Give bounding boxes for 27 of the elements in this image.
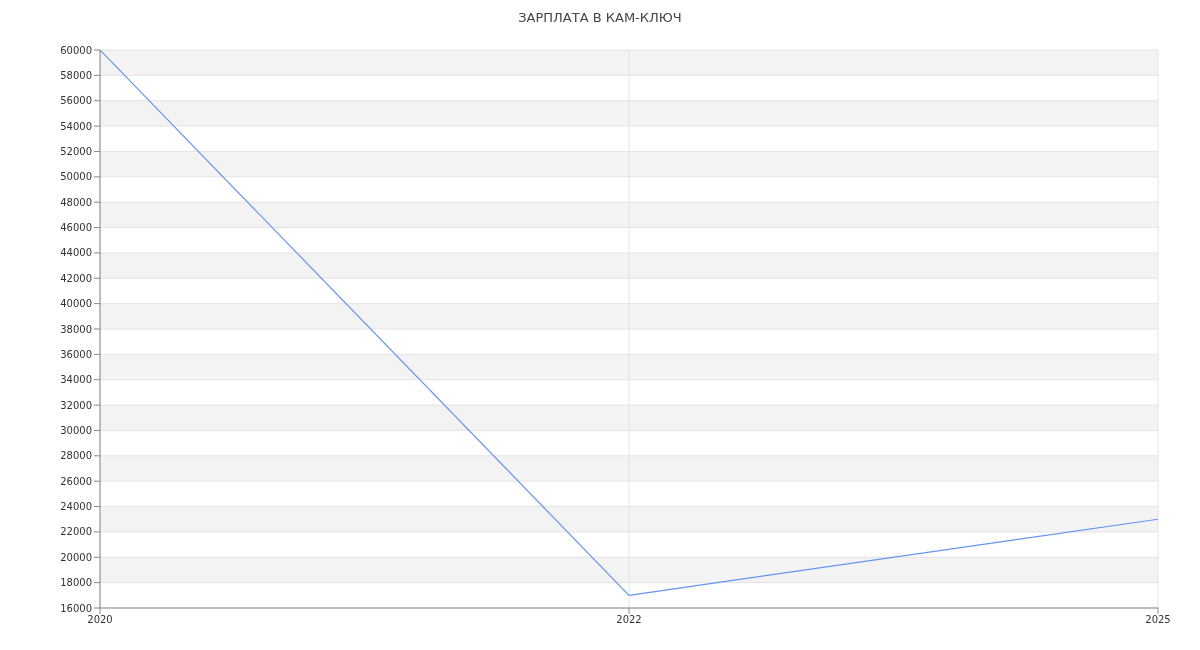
y-tick-label: 40000: [60, 298, 92, 310]
y-tick-label: 46000: [60, 222, 92, 234]
y-tick-label: 58000: [60, 69, 92, 81]
y-tick-label: 42000: [60, 272, 92, 284]
y-tick-label: 32000: [60, 399, 92, 411]
y-tick-label: 26000: [60, 475, 92, 487]
y-tick-label: 52000: [60, 146, 92, 157]
x-tick-label: 2022: [616, 614, 642, 626]
chart-title: ЗАРПЛАТА В КАМ-КЛЮЧ: [517, 9, 683, 27]
y-tick-label: 36000: [60, 348, 92, 360]
y-tick-label: 24000: [60, 501, 92, 513]
y-tick-label: 30000: [60, 425, 92, 436]
y-tick-label: 22000: [60, 526, 92, 538]
y-tick-label: 56000: [60, 95, 92, 107]
y-tick-label: 18000: [60, 577, 92, 589]
y-tick-label: 34000: [60, 374, 92, 386]
y-tick-label: 20000: [60, 551, 92, 563]
y-tick-label: 50000: [60, 171, 92, 183]
x-tick-label: 2025: [1145, 614, 1171, 626]
y-tick-label: 44000: [60, 247, 92, 259]
y-tick-label: 38000: [60, 323, 92, 335]
y-tick-label: 60000: [60, 44, 92, 56]
y-tick-label: 54000: [60, 120, 92, 132]
y-tick-label: 16000: [60, 602, 92, 614]
y-tick-label: 28000: [60, 450, 92, 462]
x-tick-label: 2020: [87, 614, 113, 626]
y-tick-label: 48000: [60, 196, 92, 208]
